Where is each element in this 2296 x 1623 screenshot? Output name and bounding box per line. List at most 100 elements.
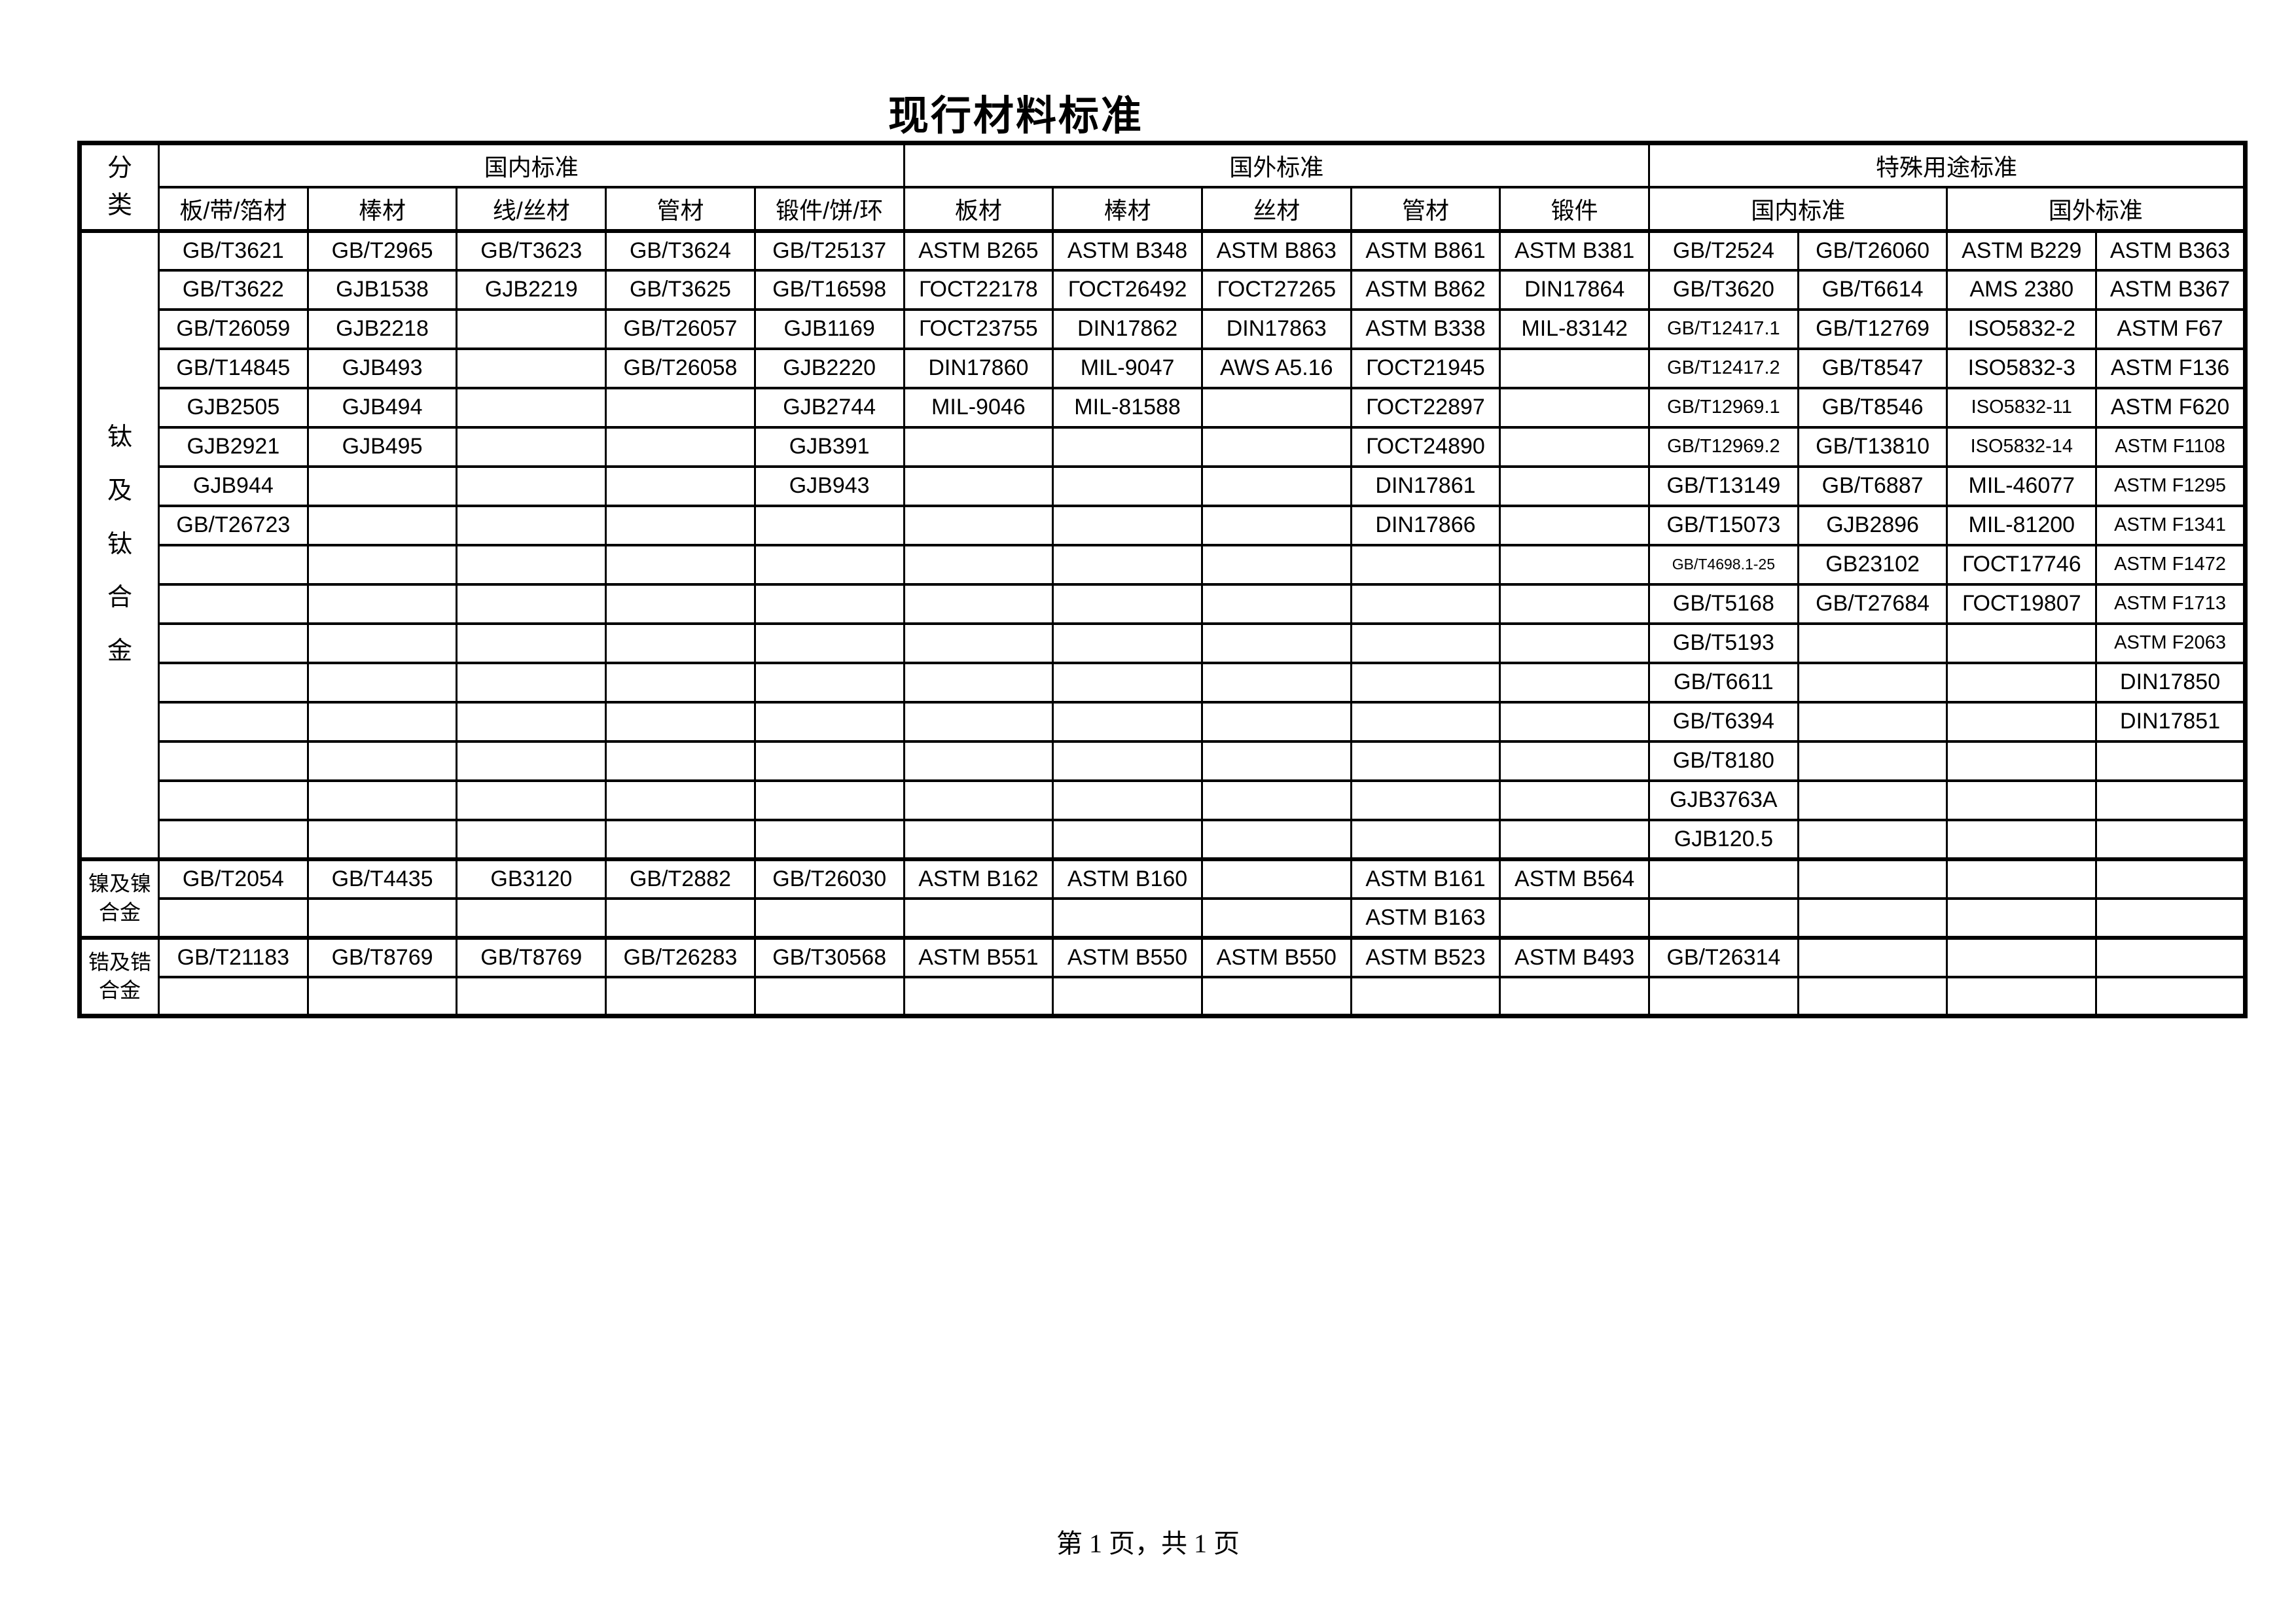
table-cell: GB/T4435 — [306, 857, 458, 900]
table-cell — [753, 582, 905, 625]
table-cell — [158, 740, 309, 782]
table-cell — [1946, 622, 2098, 664]
table-cell: MIL-81200 — [1946, 504, 2098, 546]
header-col-domestic-tube: 管材 — [605, 185, 756, 232]
table-cell — [1797, 779, 1948, 821]
category-label: 钛及钛合金 — [107, 423, 132, 666]
table-cell — [1052, 661, 1203, 704]
table-cell — [1350, 661, 1501, 704]
table-cell — [903, 543, 1054, 586]
table-cell — [158, 897, 309, 939]
table-cell — [1946, 897, 2098, 939]
table-cell: GB/T4698.1-25 — [1648, 543, 1799, 586]
table-cell: ASTM F1108 — [2095, 425, 2246, 468]
header-col-foreign-tube: 管材 — [1350, 185, 1501, 232]
table-cell — [753, 818, 905, 861]
table-cell — [605, 818, 756, 861]
table-cell — [753, 622, 905, 664]
table-cell — [456, 504, 607, 546]
table-cell: MIL-9047 — [1052, 347, 1203, 389]
table-cell — [158, 543, 309, 586]
table-row: GB/T8180 — [80, 740, 2246, 782]
table-cell: GB/T16598 — [753, 268, 905, 311]
table-cell: GB/T8180 — [1648, 740, 1799, 782]
table-cell — [306, 897, 458, 939]
table-cell: MIL-9046 — [903, 386, 1054, 429]
table-cell: ГОСТ22178 — [903, 268, 1054, 311]
table-cell: ASTM B861 — [1350, 228, 1501, 272]
table-cell: ASTM B163 — [1350, 897, 1501, 939]
table-cell: GJB2505 — [158, 386, 309, 429]
table-cell — [1946, 975, 2098, 1018]
table-cell — [1499, 543, 1651, 586]
table-cell — [1797, 661, 1948, 704]
table-cell — [1797, 975, 1948, 1018]
header-col-special-foreign: 国外标准 — [1946, 185, 2246, 232]
table-cell — [903, 897, 1054, 939]
table-cell: ASTM F620 — [2095, 386, 2246, 429]
table-cell — [456, 386, 607, 429]
table-cell — [605, 504, 756, 546]
table-cell — [456, 975, 607, 1018]
table-cell — [903, 465, 1054, 507]
table-cell — [605, 700, 756, 743]
table-cell — [306, 582, 458, 625]
table-cell — [456, 582, 607, 625]
header-group-special: 特殊用途标准 — [1648, 141, 2246, 188]
table-cell: GB/T3624 — [605, 228, 756, 272]
table-cell: GB/T26058 — [605, 347, 756, 389]
table-cell — [1946, 661, 2098, 704]
table-cell — [456, 897, 607, 939]
category-label: 锆及锆合金 — [88, 950, 151, 1003]
table-cell — [1350, 700, 1501, 743]
table-cell — [903, 975, 1054, 1018]
table-cell: GB/T12417.1 — [1648, 308, 1799, 350]
header-category-label: 分类 — [107, 154, 132, 219]
table-cell: GB/T13149 — [1648, 465, 1799, 507]
table-cell: GB/T8769 — [456, 935, 607, 978]
table-cell — [1499, 465, 1651, 507]
table-row: GJB2921 GJB495 GJB391 ГОСТ24890 GB/T12969.2 G… — [80, 425, 2246, 468]
table-cell — [1797, 935, 1948, 978]
table-cell — [1946, 740, 2098, 782]
table-cell — [1200, 975, 1352, 1018]
table-cell — [1200, 661, 1352, 704]
table-cell: ASTM B550 — [1052, 935, 1203, 978]
table-cell — [1052, 818, 1203, 861]
table-row: 镍及镍合金 GB/T2054 GB/T4435 GB3120 GB/T2882 GB/T2… — [79, 857, 2246, 939]
table-cell — [753, 543, 905, 586]
table-cell: ASTM B162 — [903, 857, 1054, 900]
table-cell — [1200, 622, 1352, 664]
table-row: GJB3763A — [80, 779, 2246, 821]
table-cell — [1797, 622, 1948, 664]
table-cell: GB/T6394 — [1648, 700, 1799, 743]
table-cell — [456, 818, 607, 861]
table-cell — [1946, 818, 2098, 861]
table-cell — [1648, 897, 1799, 939]
table-cell: GB/T12969.2 — [1648, 425, 1799, 468]
table-cell — [158, 818, 309, 861]
table-cell — [1200, 779, 1352, 821]
table-cell — [1200, 425, 1352, 468]
table-cell: ASTM B338 — [1350, 308, 1501, 350]
table-cell: ASTM B381 — [1499, 228, 1651, 272]
table-cell: GB3120 — [456, 857, 607, 900]
table-row: GJB120.5 — [80, 818, 2246, 861]
table-row: GB/T4698.1-25 GB23102 ГОСТ17746 ASTM F1472 — [80, 543, 2246, 586]
table-cell — [1350, 975, 1501, 1018]
table-cell — [158, 661, 309, 704]
header-col-domestic-bar: 棒材 — [306, 185, 458, 232]
table-cell: GB/T6614 — [1797, 268, 1948, 311]
table-row: GB/T6394 DIN17851 — [80, 700, 2246, 743]
table-cell — [1350, 779, 1501, 821]
table-cell: GB/T3623 — [456, 228, 607, 272]
page-title: 现行材料标准 — [888, 94, 1144, 139]
table-cell: GJB944 — [158, 465, 309, 507]
table-cell: GJB2896 — [1797, 504, 1948, 546]
table-cell: ГОСТ27265 — [1200, 268, 1352, 311]
header-col-foreign-forging: 锻件 — [1499, 185, 1651, 232]
table-cell — [456, 347, 607, 389]
table-cell — [1797, 857, 1948, 900]
table-cell: DIN17862 — [1052, 308, 1203, 350]
table-cell — [456, 740, 607, 782]
